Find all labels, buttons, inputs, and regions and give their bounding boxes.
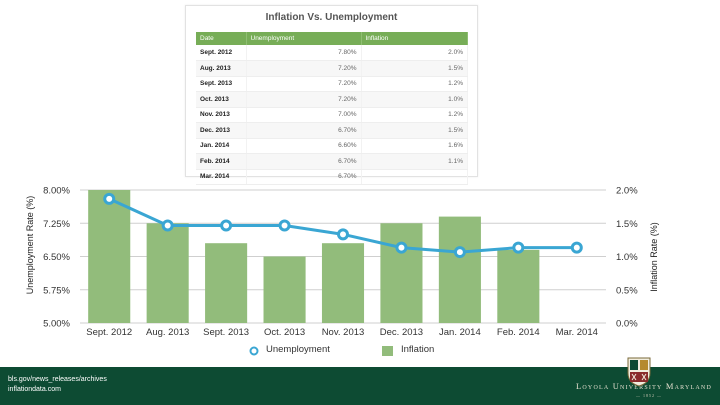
table-cell: 7.20% xyxy=(246,60,362,77)
table-cell: Sept. 2013 xyxy=(196,76,247,92)
inflation-bar xyxy=(88,190,131,323)
y-right-tick-label: 2.0% xyxy=(616,186,638,197)
y-left-tick-label: 7.25% xyxy=(43,219,70,230)
footer-sources: bls.gov/news_releases/archives inflation… xyxy=(8,375,107,395)
table-cell: 6.60% xyxy=(246,138,362,154)
university-crest-icon xyxy=(627,357,651,387)
source-line: bls.gov/news_releases/archives xyxy=(8,376,107,383)
x-tick-label: Sept. 2012 xyxy=(86,327,132,338)
y-right-tick-label: 0.0% xyxy=(616,319,638,330)
table-cell: Jan. 2014 xyxy=(196,138,247,154)
x-tick-label: Aug. 2013 xyxy=(146,327,189,338)
table-row: Feb. 2014 6.70% 1.1% xyxy=(196,153,468,170)
legend-inflation-label: Inflation xyxy=(401,344,435,355)
table-cell: Feb. 2014 xyxy=(196,153,247,170)
table-cell: Mar. 2014 xyxy=(196,169,247,185)
y-axis-left-title: Unemployment Rate (%) xyxy=(25,196,35,295)
legend-inflation-swatch xyxy=(382,346,393,356)
unemployment-point xyxy=(103,192,116,205)
unemployment-point xyxy=(395,241,408,254)
table-cell: 6.70% xyxy=(246,122,362,139)
x-axis-ticks: Sept. 2012 Aug. 2013 Sept. 2013 Oct. 2013 No… xyxy=(86,327,598,338)
x-tick-label: Nov. 2013 xyxy=(322,327,365,338)
legend-unemployment-swatch xyxy=(249,346,259,356)
legend-unemployment-label: Unemployment xyxy=(266,344,330,355)
bar-layer xyxy=(88,190,540,323)
left-axis-ticks: 8.00% 7.25% 6.50% 5.75% 5.00% xyxy=(43,186,70,330)
y-left-tick-label: 6.50% xyxy=(43,252,70,263)
table-row: Nov. 2013 7.00% 1.2% xyxy=(196,107,468,123)
x-tick-label: Dec. 2013 xyxy=(380,327,423,338)
table-header-cell: Date xyxy=(196,32,247,45)
table-row: Mar. 2014 6.70% xyxy=(196,169,468,185)
y-right-tick-label: 0.5% xyxy=(616,285,638,296)
table-cell: 6.70% xyxy=(246,169,362,185)
inflation-bar xyxy=(497,249,540,323)
x-tick-label: Mar. 2014 xyxy=(556,327,598,338)
table-row: Aug. 2013 7.20% 1.5% xyxy=(196,60,468,77)
unemployment-point xyxy=(220,219,233,232)
table-header-cell: Unemployment xyxy=(246,32,362,45)
y-left-tick-label: 5.75% xyxy=(43,285,70,296)
table-cell: 1.0% xyxy=(361,91,468,108)
data-table: Date Unemployment Inflation Sept. 2012 7.80… xyxy=(196,32,468,185)
table-cell: 1.2% xyxy=(361,76,468,92)
table-title: Inflation Vs. Unemployment xyxy=(265,12,398,23)
table-body: Sept. 2012 7.80% 2.0% Aug. 2013 7.20% 1.5% Sep… xyxy=(196,45,468,185)
table-row: Sept. 2012 7.80% 2.0% xyxy=(196,45,468,61)
inflation-bar xyxy=(438,216,481,323)
table-cell: Oct. 2013 xyxy=(196,91,247,108)
table-cell: Aug. 2013 xyxy=(196,60,247,77)
university-established: — 1852 — xyxy=(636,393,662,398)
inflation-bar xyxy=(321,243,365,323)
y-right-tick-label: 1.5% xyxy=(616,219,638,230)
university-wordmark: Loyola University Maryland xyxy=(575,381,712,391)
data-table-panel: Inflation Vs. Unemployment Date Unemploym… xyxy=(185,5,478,185)
table-cell: Dec. 2013 xyxy=(196,122,247,139)
table-cell: 7.80% xyxy=(246,45,362,61)
table-row: Dec. 2013 6.70% 1.5% xyxy=(196,122,468,139)
inflation-bar xyxy=(146,223,189,323)
table-header-row: Date Unemployment Inflation xyxy=(196,32,468,45)
unemployment-point xyxy=(278,219,291,232)
right-axis-ticks: 2.0% 1.5% 1.0% 0.5% 0.0% xyxy=(616,186,638,330)
table-header-cell: Inflation xyxy=(361,32,468,45)
table-cell: Nov. 2013 xyxy=(196,107,247,123)
table-cell: Sept. 2012 xyxy=(196,45,247,61)
table-cell: 7.00% xyxy=(246,107,362,123)
table-cell xyxy=(361,169,468,185)
y-axis-right-title: Inflation Rate (%) xyxy=(649,222,659,292)
y-left-tick-label: 5.00% xyxy=(43,319,70,330)
x-tick-label: Sept. 2013 xyxy=(203,327,249,338)
table-row: Oct. 2013 7.20% 1.0% xyxy=(196,91,468,108)
table-cell: 1.5% xyxy=(361,122,468,139)
table-cell: 1.1% xyxy=(361,153,468,170)
inflation-bar xyxy=(205,243,248,323)
x-tick-label: Feb. 2014 xyxy=(497,327,540,338)
y-right-tick-label: 1.0% xyxy=(616,252,638,263)
unemployment-point xyxy=(512,241,525,254)
inflation-bar xyxy=(263,256,306,323)
unemployment-point xyxy=(453,246,466,259)
table-row: Jan. 2014 6.60% 1.6% xyxy=(196,138,468,154)
unemployment-point xyxy=(161,219,174,232)
chart: 8.00% 7.25% 6.50% 5.75% 5.00% 2.0% 1.5% 1.0% 0.… xyxy=(25,186,659,339)
table-cell: 6.70% xyxy=(246,153,362,170)
footer-bar: bls.gov/news_releases/archives inflation… xyxy=(0,367,720,405)
x-tick-label: Jan. 2014 xyxy=(439,327,481,338)
table-cell: 7.20% xyxy=(246,76,362,92)
table-row: Sept. 2013 7.20% 1.2% xyxy=(196,76,468,92)
table-cell: 1.6% xyxy=(361,138,468,154)
x-tick-label: Oct. 2013 xyxy=(264,327,305,338)
unemployment-point xyxy=(337,228,349,241)
y-left-tick-label: 8.00% xyxy=(43,186,70,197)
unemployment-point xyxy=(570,241,583,254)
source-line: inflationdata.com xyxy=(8,386,61,393)
table-cell: 7.20% xyxy=(246,91,362,108)
table-cell: 1.2% xyxy=(361,107,468,123)
table-cell: 2.0% xyxy=(361,45,468,61)
inflation-bar xyxy=(380,223,423,323)
line-layer xyxy=(103,192,583,259)
table-cell: 1.5% xyxy=(361,60,468,77)
